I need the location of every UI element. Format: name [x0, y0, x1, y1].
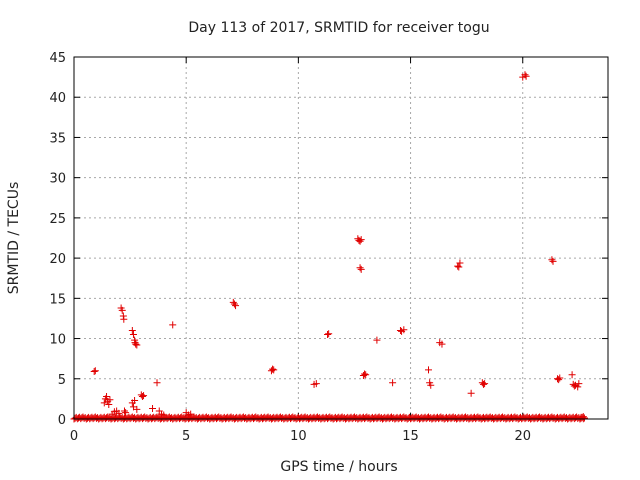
data-point	[140, 392, 148, 400]
data-point	[548, 256, 556, 264]
data-point	[131, 396, 139, 404]
y-tick-label: 10	[49, 333, 66, 348]
data-point	[187, 410, 195, 418]
data-point	[555, 376, 563, 384]
data-point	[570, 382, 578, 390]
data-point	[138, 392, 146, 400]
data-point	[106, 396, 114, 404]
data-point	[400, 326, 408, 334]
data-point	[389, 379, 397, 387]
data-point	[133, 405, 141, 413]
x-tick-label: 15	[402, 429, 419, 444]
data-point	[356, 237, 364, 245]
data-point	[467, 389, 475, 397]
x-tick-label: 5	[182, 429, 190, 444]
data-point	[438, 340, 446, 348]
plot-frame	[73, 56, 609, 420]
data-point	[556, 374, 564, 382]
data-point	[549, 257, 557, 265]
data-point	[122, 409, 130, 417]
data-point	[128, 327, 136, 335]
x-tick-label: 20	[514, 429, 531, 444]
data-point	[90, 368, 98, 376]
data-point	[325, 330, 333, 338]
chart-title: Day 113 of 2017, SRMTID for receiver tog…	[188, 20, 489, 36]
data-point	[133, 341, 141, 349]
data-point	[169, 321, 177, 329]
data-point	[373, 336, 381, 344]
axis-ticks: 0 5 10 15 20 25 30 35 40 45 0 5 10 15 20	[49, 51, 608, 444]
y-tick-label: 15	[49, 292, 66, 307]
data-point	[115, 409, 123, 417]
data-point	[357, 236, 365, 244]
data-point	[427, 381, 435, 389]
grid	[74, 57, 608, 419]
data-point	[153, 379, 161, 387]
data-point	[105, 401, 113, 409]
y-tick-label: 0	[58, 413, 66, 428]
data-points	[70, 71, 588, 423]
data-point	[575, 380, 583, 388]
y-tick-label: 5	[58, 373, 66, 388]
data-point	[481, 380, 489, 388]
data-point	[396, 327, 404, 335]
y-axis-label: SRMTID / TECUs	[6, 182, 22, 295]
data-point	[103, 392, 111, 400]
data-point	[521, 71, 529, 79]
data-point	[129, 331, 137, 339]
data-point	[574, 383, 582, 391]
data-point	[160, 411, 168, 419]
data-point	[232, 302, 240, 310]
data-point	[118, 306, 126, 314]
data-point	[580, 414, 588, 422]
x-axis-label: GPS time / hours	[280, 459, 397, 475]
x-tick-label: 10	[290, 429, 307, 444]
data-point	[100, 399, 108, 407]
y-tick-label: 30	[49, 172, 66, 187]
data-point	[230, 300, 238, 308]
x-tick-label: 0	[70, 429, 78, 444]
data-point	[132, 340, 140, 348]
data-point	[270, 366, 278, 374]
data-point	[456, 259, 464, 267]
data-point	[149, 405, 157, 413]
data-point	[479, 380, 487, 388]
data-point	[425, 366, 433, 374]
data-point	[362, 371, 370, 379]
data-point	[522, 72, 530, 80]
data-point	[324, 331, 332, 339]
data-point	[91, 367, 99, 375]
data-point	[455, 263, 463, 271]
y-tick-label: 45	[49, 51, 66, 66]
data-point	[568, 371, 576, 379]
y-tick-label: 20	[49, 252, 66, 267]
data-point	[312, 380, 320, 388]
data-point	[120, 407, 128, 415]
y-tick-label: 25	[49, 212, 66, 227]
data-point	[120, 315, 128, 323]
y-tick-label: 35	[49, 131, 66, 146]
y-tick-label: 40	[49, 91, 66, 106]
data-point	[361, 370, 369, 378]
data-point	[269, 365, 277, 373]
data-point	[356, 264, 364, 272]
data-point	[357, 265, 365, 273]
